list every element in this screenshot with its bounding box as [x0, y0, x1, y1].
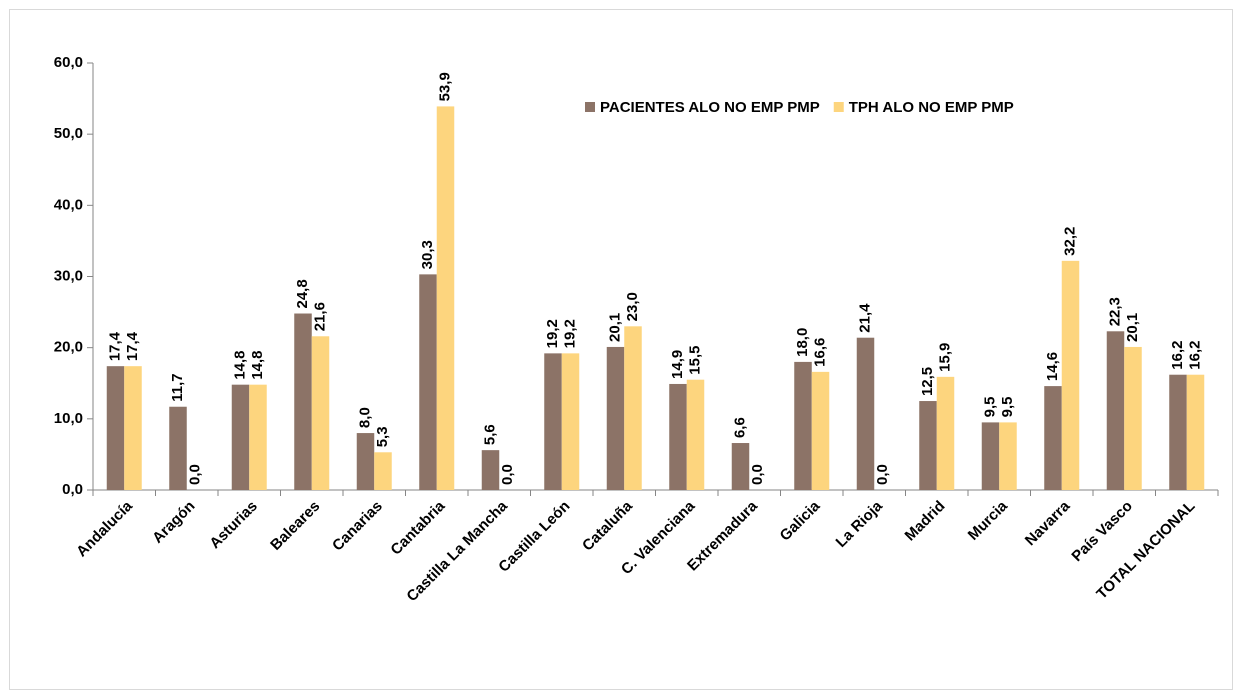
- value-label: 0,0: [749, 464, 766, 485]
- value-label: 22,3: [1106, 297, 1123, 326]
- bar: [249, 384, 267, 490]
- value-label: 9,5: [999, 397, 1016, 418]
- value-label: 21,6: [311, 302, 328, 331]
- bar: [1169, 374, 1187, 490]
- bar: [1124, 346, 1142, 490]
- value-label: 0,0: [186, 464, 203, 485]
- value-label: 8,0: [356, 407, 373, 428]
- bar: [481, 450, 500, 490]
- bar: [356, 433, 375, 490]
- bar: [794, 361, 812, 490]
- bar: [544, 353, 562, 490]
- bar: [169, 406, 187, 490]
- bar: [919, 401, 937, 490]
- bar: [999, 422, 1017, 490]
- value-label: 5,3: [374, 426, 391, 447]
- value-label: 21,4: [856, 303, 873, 333]
- bar: [124, 366, 142, 490]
- y-tick-label: 40,0: [54, 196, 83, 213]
- value-label: 0,0: [874, 464, 891, 485]
- value-label: 15,5: [686, 345, 703, 374]
- y-tick-label: 60,0: [54, 54, 83, 71]
- value-label: 17,4: [106, 331, 123, 361]
- bar: [1044, 386, 1062, 490]
- value-label: 6,6: [731, 417, 748, 438]
- value-label: 20,1: [1124, 313, 1141, 342]
- legend-label: TPH ALO NO EMP PMP: [849, 99, 1014, 116]
- bar: [686, 379, 705, 490]
- legend-swatch: [833, 102, 844, 112]
- y-tick-label: 10,0: [54, 410, 83, 427]
- bar: [294, 313, 312, 490]
- bar: [811, 371, 830, 490]
- legend-swatch: [585, 102, 595, 112]
- legend: PACIENTES ALO NO EMP PMP TPH ALO NO EMP P…: [585, 99, 1014, 116]
- bar: [374, 452, 392, 490]
- bar: [624, 326, 642, 490]
- bar: [606, 346, 625, 490]
- bar: [419, 274, 437, 490]
- bar: [311, 336, 330, 490]
- legend-label: PACIENTES ALO NO EMP PMP: [600, 99, 820, 116]
- value-label: 30,3: [419, 240, 436, 269]
- value-label: 0,0: [499, 464, 516, 485]
- bar: [1061, 260, 1080, 490]
- bar: [731, 443, 750, 490]
- value-label: 15,9: [936, 343, 953, 372]
- value-label: 17,4: [124, 331, 141, 361]
- value-label: 11,7: [169, 373, 186, 401]
- value-label: 16,2: [1169, 341, 1186, 370]
- value-label: 12,5: [919, 367, 936, 396]
- bar: [936, 376, 955, 490]
- value-label: 19,2: [544, 319, 561, 348]
- value-label: 53,9: [436, 72, 453, 101]
- value-label: 23,0: [624, 292, 641, 321]
- bar: [106, 366, 125, 490]
- bar: [856, 337, 875, 490]
- value-label: 16,6: [811, 338, 828, 367]
- y-tick-label: 30,0: [54, 267, 83, 284]
- value-label: 16,2: [1186, 341, 1203, 370]
- value-label: 18,0: [794, 328, 811, 357]
- value-label: 14,8: [231, 350, 248, 379]
- value-label: 5,6: [481, 424, 498, 445]
- value-label: 19,2: [561, 319, 578, 348]
- bar: [1186, 374, 1205, 490]
- bar: [669, 383, 687, 490]
- y-tick-label: 0,0: [62, 481, 83, 498]
- value-label: 14,9: [669, 350, 686, 379]
- bar: [561, 353, 580, 490]
- y-tick-label: 50,0: [54, 125, 83, 142]
- value-label: 9,5: [981, 397, 998, 418]
- value-label: 32,2: [1061, 227, 1078, 256]
- value-label: 14,8: [249, 350, 266, 379]
- value-label: 24,8: [294, 279, 311, 308]
- bar: [981, 422, 1000, 490]
- y-tick-label: 20,0: [54, 339, 83, 356]
- bar: [1106, 331, 1125, 490]
- value-label: 14,6: [1044, 352, 1061, 381]
- bar: [231, 384, 250, 490]
- value-label: 20,1: [606, 313, 623, 342]
- bar: [436, 106, 455, 490]
